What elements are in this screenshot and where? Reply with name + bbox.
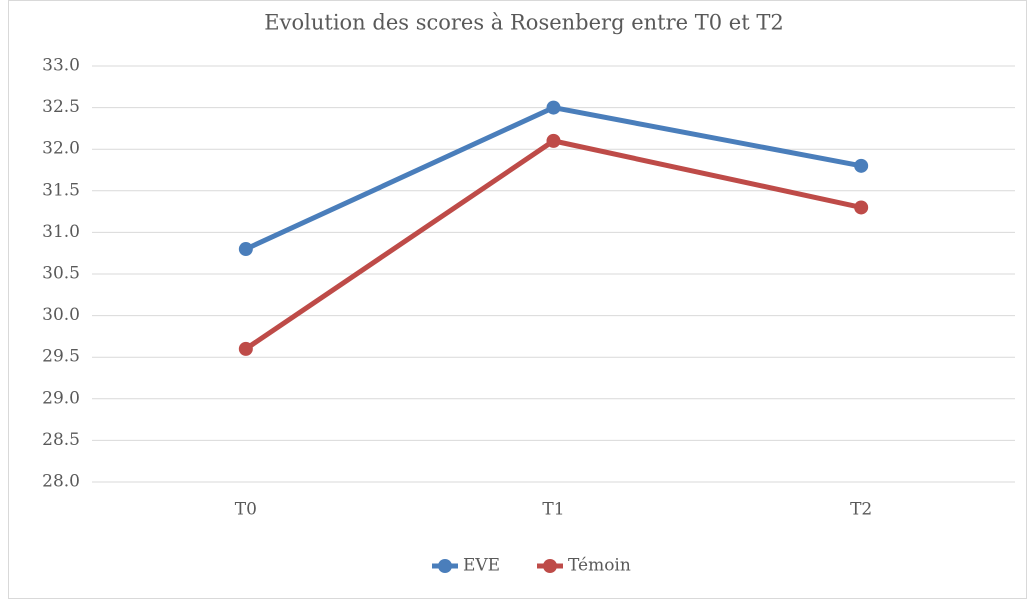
legend-label: EVE <box>463 556 500 576</box>
legend-marker <box>438 559 452 573</box>
point <box>238 341 253 356</box>
point <box>854 158 869 173</box>
chart-title: Evolution des scores à Rosenberg entre T… <box>264 11 783 35</box>
y-tick-label: 32.5 <box>42 97 80 117</box>
y-tick-label: 28.0 <box>42 472 80 492</box>
point <box>546 100 561 115</box>
chart-border <box>8 0 1027 599</box>
point <box>854 200 869 215</box>
point <box>546 133 561 148</box>
y-tick-label: 33.0 <box>42 56 80 76</box>
y-tick-label: 30.5 <box>42 264 80 284</box>
x-tick-label: T2 <box>850 500 872 520</box>
x-tick-label: T0 <box>235 500 257 520</box>
x-tick-label: T1 <box>542 500 564 520</box>
y-tick-label: 29.5 <box>42 347 80 367</box>
legend-label: Témoin <box>568 556 631 576</box>
y-tick-label: 30.0 <box>42 305 80 325</box>
y-tick-label: 32.0 <box>42 139 80 159</box>
legend-marker <box>543 559 557 573</box>
y-tick-label: 28.5 <box>42 430 80 450</box>
y-tick-label: 31.5 <box>42 180 80 200</box>
y-tick-label: 29.0 <box>42 388 80 408</box>
point <box>238 242 253 257</box>
y-tick-label: 31.0 <box>42 222 80 242</box>
